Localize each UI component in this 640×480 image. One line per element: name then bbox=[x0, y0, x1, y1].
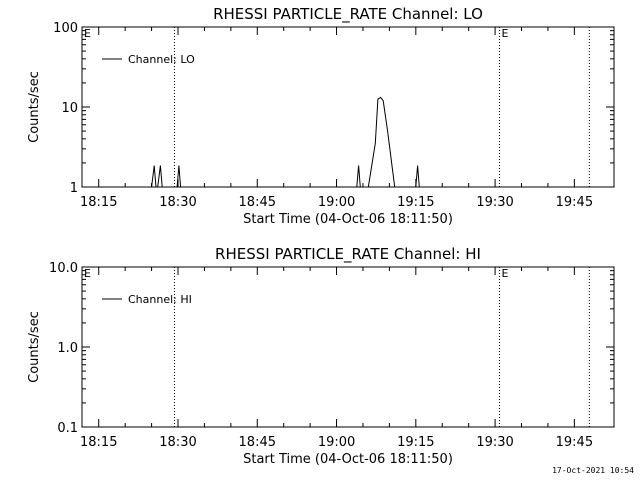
x-tick-label: 18:30 bbox=[159, 195, 196, 210]
legend: Channel: LO bbox=[102, 53, 195, 66]
x-tick-label: 19:30 bbox=[476, 435, 513, 450]
x-tick-label: 18:45 bbox=[239, 435, 276, 450]
x-tick-label: 18:30 bbox=[159, 435, 196, 450]
y-axis-label: Counts/sec bbox=[27, 311, 42, 383]
chart-title: RHESSI PARTICLE_RATE Channel: LO bbox=[213, 5, 483, 24]
chart-title: RHESSI PARTICLE_RATE Channel: HI bbox=[215, 245, 481, 264]
x-axis: 18:15 18:30 18:45 19:00 19:15 19:30 19:45 bbox=[80, 27, 593, 210]
marker-label: E bbox=[501, 27, 508, 40]
y-tick-label: 10 bbox=[61, 101, 78, 116]
x-tick-label: 19:00 bbox=[318, 195, 355, 210]
plot-frame bbox=[81, 266, 615, 428]
legend-label: Channel: HI bbox=[128, 293, 192, 306]
marker-label: E bbox=[84, 267, 91, 280]
x-tick-label: 18:15 bbox=[80, 195, 117, 210]
x-tick-label: 19:45 bbox=[556, 435, 593, 450]
marker-label: E bbox=[501, 267, 508, 280]
y-axis-label: Counts/sec bbox=[27, 71, 42, 143]
y-axis: 1 10 100 bbox=[53, 21, 614, 196]
marker-label: E bbox=[84, 27, 91, 40]
y-tick-label: 0.1 bbox=[57, 421, 78, 436]
x-tick-label: 19:45 bbox=[556, 195, 593, 210]
x-axis-label: Start Time (04-Oct-06 18:11:50) bbox=[243, 452, 453, 467]
x-tick-label: 19:15 bbox=[397, 435, 434, 450]
series-line bbox=[151, 96, 420, 188]
x-tick-label: 18:45 bbox=[239, 195, 276, 210]
y-tick-label: 1 bbox=[70, 181, 78, 196]
legend: Channel: HI bbox=[102, 293, 192, 306]
plot-frame bbox=[81, 26, 615, 188]
x-axis: 18:15 18:30 18:45 19:00 19:15 19:30 19:45 bbox=[80, 267, 593, 450]
legend-label: Channel: LO bbox=[128, 53, 195, 66]
y-tick-label: 10.0 bbox=[49, 261, 78, 276]
x-tick-label: 19:15 bbox=[397, 195, 434, 210]
y-tick-label: 100 bbox=[53, 21, 78, 36]
x-tick-label: 19:30 bbox=[476, 195, 513, 210]
y-tick-label: 1.0 bbox=[57, 341, 78, 356]
x-tick-label: 18:15 bbox=[80, 435, 117, 450]
timestamp: 17-Oct-2021 10:54 bbox=[552, 466, 634, 475]
x-axis-label: Start Time (04-Oct-06 18:11:50) bbox=[243, 212, 453, 227]
x-tick-label: 19:00 bbox=[318, 435, 355, 450]
y-axis: 0.1 1.0 10.0 bbox=[49, 261, 614, 436]
